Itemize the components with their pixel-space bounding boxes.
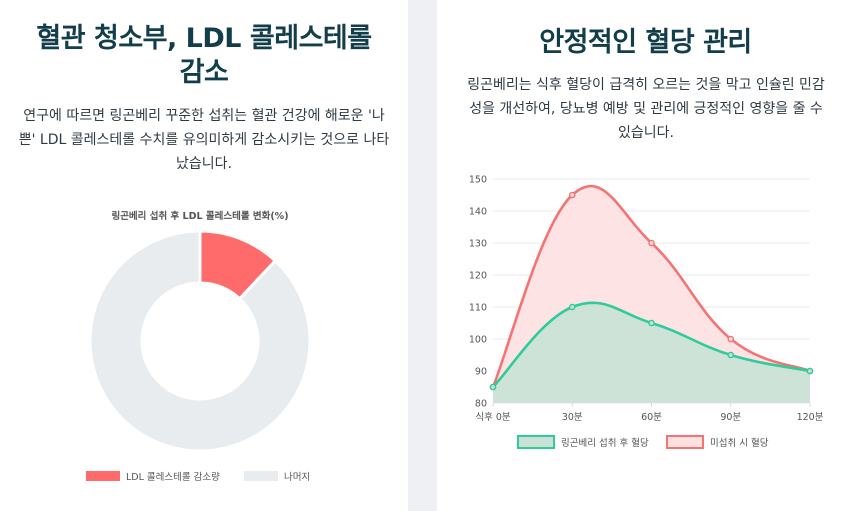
blood-sugar-card-description: 링곤베리는 식후 혈당이 급격히 오르는 것을 막고 인슐린 민감성을 개선하여… — [467, 77, 825, 141]
series-1-point-1 — [568, 191, 576, 199]
ldl-card-title: 혈관 청소부, LDL 콜레스테롤 감소 — [36, 23, 372, 88]
y-tick-label-6: 140 — [469, 207, 487, 218]
blood-sugar-card-title: 안정적인 혈당 관리 — [539, 27, 752, 58]
donut-legend-swatch-0 — [86, 471, 120, 481]
donut-slice-1 — [88, 229, 312, 453]
ldl-card-description: 연구에 따르면 링곤베리 꾸준한 섭취는 혈관 건강에 해로운 '나쁜' LDL… — [18, 108, 390, 172]
line-legend-label-0: 링곤베리 섭취 후 혈당 — [561, 437, 649, 449]
series-0-point-0 — [489, 383, 497, 391]
y-tick-label-2: 100 — [469, 335, 487, 346]
y-tick-label-5: 130 — [469, 239, 487, 250]
donut-legend-label-1: 나머지 — [284, 472, 310, 483]
series-0-point-1 — [568, 303, 576, 311]
x-tick-label-1: 30분 — [562, 412, 583, 423]
ldl-card: 혈관 청소부, LDL 콜레스테롤 감소 연구에 따르면 링곤베리 꾸준한 섭취… — [0, 0, 408, 511]
line-legend-label-1: 미섭취 시 혈당 — [710, 437, 769, 449]
x-tick-label-3: 90분 — [720, 412, 741, 423]
line-legend-swatch-0 — [517, 435, 555, 449]
x-tick-label-2: 60분 — [641, 412, 662, 423]
series-1-point-3 — [727, 335, 735, 343]
y-tick-label-4: 120 — [469, 271, 487, 282]
donut-legend-label-0: LDL 콜레스테롤 감소량 — [126, 471, 220, 483]
x-tick-label-0: 식후 0분 — [475, 412, 511, 423]
blood-sugar-area-chart: 80 90 100 110 120 130 140 150 식후 0분 30분 60분 90분 120… — [469, 175, 824, 449]
blood-sugar-card: 안정적인 혈당 관리 링곤베리는 식후 혈당이 급격히 오르는 것을 막고 인슐… — [437, 0, 854, 511]
series-0-point-3 — [727, 351, 735, 359]
line-legend-swatch-1 — [666, 435, 704, 449]
series-area-0 — [493, 302, 810, 403]
y-tick-label-3: 110 — [469, 303, 487, 314]
y-tick-label-0: 80 — [475, 399, 487, 410]
x-tick-label-4: 120분 — [797, 412, 824, 423]
donut-legend-swatch-1 — [244, 471, 278, 481]
y-tick-label-7: 150 — [469, 175, 487, 186]
ldl-doughnut-chart: 링곤베리 섭취 후 LDL 콜레스테롤 변화(%) LDL 콜레스테롤 감소량 나… — [86, 210, 312, 483]
y-tick-label-1: 90 — [475, 367, 487, 378]
series-0-point-4 — [806, 367, 814, 375]
series-line-1 — [491, 185, 811, 388]
series-0-point-2 — [648, 319, 655, 327]
series-1-point-2 — [648, 239, 655, 247]
donut-chart-title: 링곤베리 섭취 후 LDL 콜레스테롤 변화(%) — [111, 210, 288, 222]
